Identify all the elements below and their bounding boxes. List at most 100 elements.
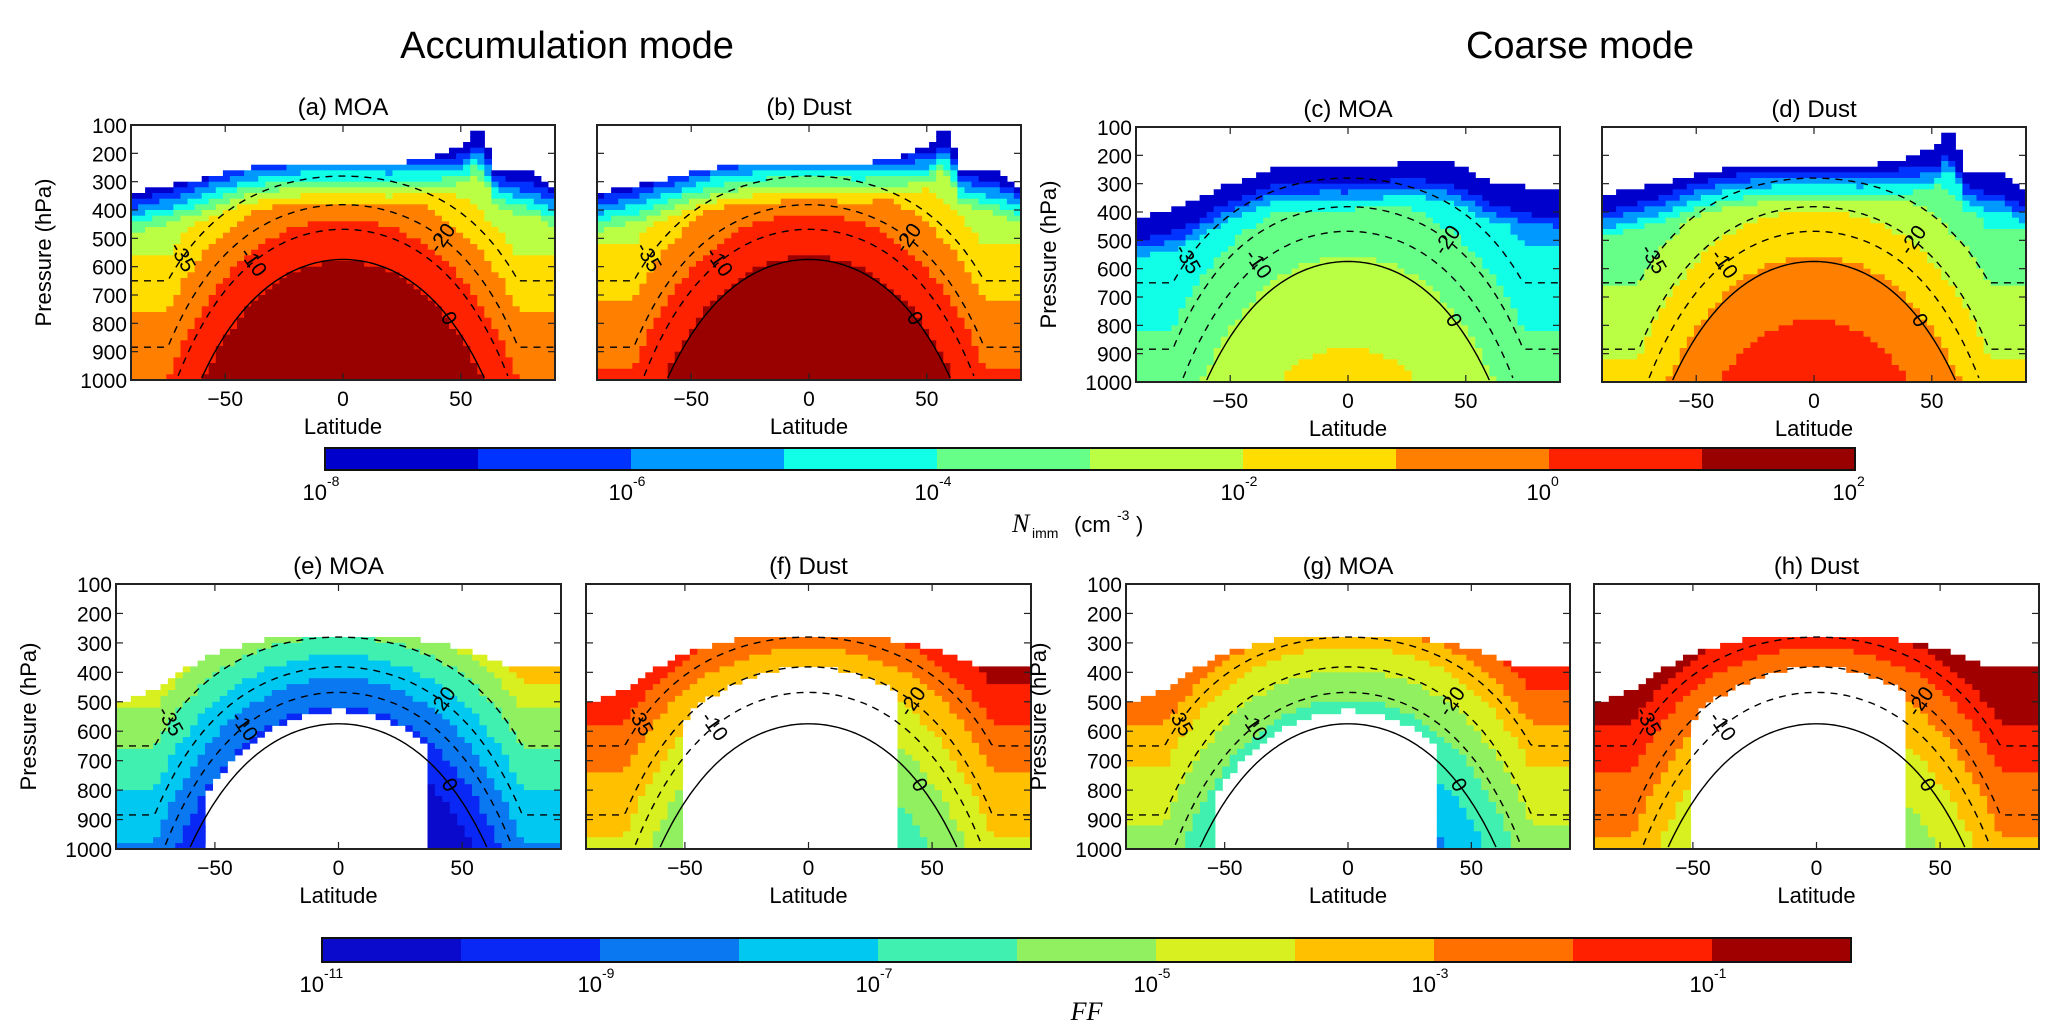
field-cell — [1987, 801, 2040, 809]
field-cell — [597, 323, 655, 330]
field-cell — [175, 713, 199, 721]
field-cell — [1948, 229, 2027, 236]
field-cell — [697, 678, 743, 685]
field-cell — [1594, 760, 1640, 768]
x-tick-label: 0 — [1342, 857, 1354, 880]
field-cell — [1510, 206, 1561, 213]
field-cell — [985, 295, 1022, 302]
field-cell — [1481, 737, 1519, 744]
field-cell — [505, 346, 556, 353]
field-cell — [1912, 748, 1958, 756]
field-cell — [1987, 796, 2040, 803]
field-cell — [1905, 813, 1921, 821]
field-cell — [392, 170, 471, 177]
field-cell — [630, 684, 654, 691]
field-cell — [1623, 690, 1654, 697]
field-cell — [1686, 183, 1716, 190]
field-cell — [494, 831, 518, 838]
field-cell — [1466, 654, 1497, 662]
field-cell — [385, 266, 457, 273]
field-cell — [242, 678, 310, 685]
field-cell — [1969, 183, 2020, 190]
field-cell — [1242, 308, 1455, 315]
field-cell — [131, 193, 153, 200]
field-cell — [205, 654, 243, 662]
field-cell — [145, 210, 174, 217]
field-cell — [1171, 229, 1194, 236]
y-tick-label: 300 — [1087, 633, 1122, 656]
field-cell — [1481, 695, 1512, 703]
field-cell — [1672, 365, 1730, 372]
field-cell — [1488, 701, 1519, 709]
field-cell — [1675, 707, 1699, 715]
field-cell — [731, 283, 888, 290]
field-cell — [1941, 217, 1985, 224]
field-cell — [915, 159, 937, 166]
field-cell — [1594, 748, 1647, 756]
field-cell — [1213, 206, 1236, 213]
field-cell — [586, 766, 624, 774]
field-cell — [1199, 280, 1271, 287]
field-cell — [950, 363, 987, 370]
isotherm-line — [1126, 636, 1570, 747]
field-cell — [237, 261, 323, 268]
field-cell — [242, 707, 310, 715]
field-cell — [919, 648, 943, 656]
field-cell — [390, 684, 443, 691]
field-cell — [1256, 297, 1441, 304]
field-cell — [1905, 731, 1944, 738]
field-cell — [1602, 206, 1617, 213]
field-cell — [697, 648, 773, 656]
field-cell — [915, 210, 958, 217]
field-cell — [689, 648, 698, 656]
field-cell — [1941, 161, 1949, 168]
field-cell — [1185, 772, 1223, 779]
field-cell — [936, 159, 951, 166]
field-cell — [597, 351, 640, 358]
field-cell — [190, 819, 206, 827]
field-cell — [867, 654, 928, 662]
field-cell — [1510, 731, 1571, 738]
field-cell — [1178, 319, 1236, 326]
field-cell — [652, 831, 684, 838]
field-cell — [632, 187, 655, 194]
field-cell — [986, 672, 1032, 679]
field-cell — [180, 283, 217, 290]
field-cell — [1962, 240, 2027, 247]
field-cell — [1743, 195, 1956, 202]
field-cell — [927, 684, 965, 691]
field-cell — [1206, 229, 1243, 236]
field-cell — [897, 813, 913, 821]
field-cell — [957, 312, 1022, 319]
field-cell — [978, 232, 1022, 239]
field-cell — [1136, 240, 1165, 247]
field-cell — [893, 238, 944, 245]
field-cell — [630, 813, 669, 821]
field-cell — [674, 181, 697, 188]
field-cell — [1870, 268, 1942, 275]
field-cell — [979, 801, 1032, 809]
field-cell — [936, 147, 951, 154]
y-tick-label: 700 — [77, 751, 112, 774]
y-tick-label: 100 — [77, 574, 112, 597]
field-cell — [491, 187, 500, 194]
isotherm-line — [1136, 205, 1560, 350]
field-cell — [1199, 195, 1243, 202]
y-tick-label: 1000 — [1085, 372, 1132, 395]
field-cell — [637, 807, 669, 815]
field-cell — [907, 249, 958, 256]
y-tick-label: 400 — [1097, 202, 1132, 225]
x-tick-label: 50 — [920, 857, 943, 880]
field-cell — [406, 278, 464, 285]
isotherm-line — [164, 691, 513, 846]
field-cell — [949, 672, 988, 679]
field-cell — [1976, 257, 2027, 264]
field-cell — [912, 813, 950, 821]
field-cell — [872, 159, 916, 166]
field-cell — [420, 648, 458, 656]
field-cell — [1905, 701, 1914, 709]
field-cell — [1891, 359, 1949, 366]
field-cell — [1983, 336, 2027, 343]
field-cell — [484, 159, 492, 166]
field-cell — [1525, 684, 1571, 691]
